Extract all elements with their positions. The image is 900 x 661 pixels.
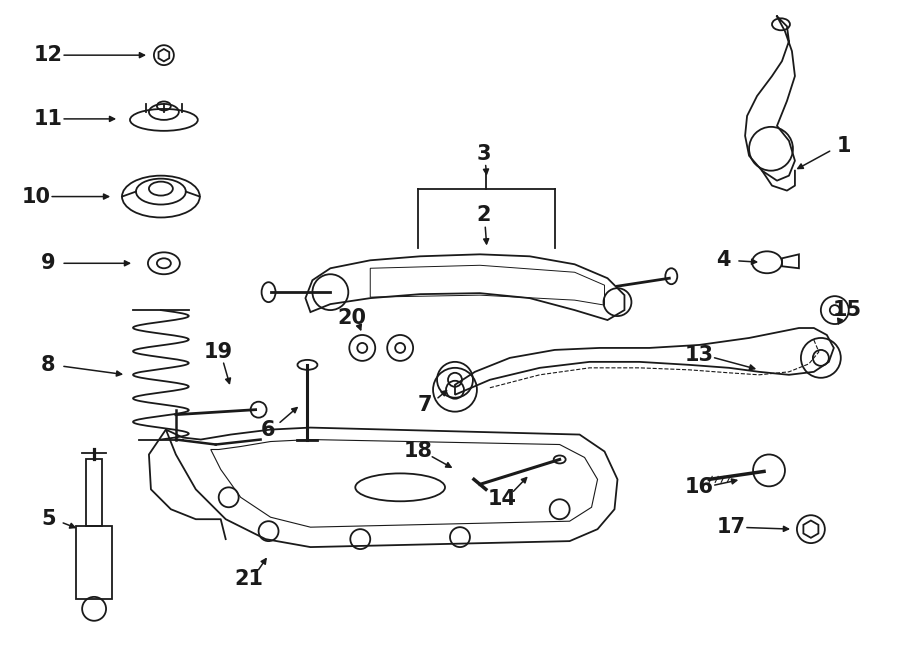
Text: 18: 18: [403, 442, 433, 461]
Text: 8: 8: [41, 355, 56, 375]
Text: 9: 9: [40, 253, 56, 273]
Text: 3: 3: [477, 143, 491, 164]
Text: 2: 2: [477, 206, 491, 225]
Text: 16: 16: [685, 477, 714, 497]
Bar: [76, 525, 112, 599]
Text: 15: 15: [832, 300, 861, 320]
Text: 20: 20: [338, 308, 367, 328]
Text: 6: 6: [260, 420, 274, 440]
Text: 21: 21: [234, 569, 263, 589]
Text: 14: 14: [487, 489, 517, 509]
Text: 5: 5: [40, 509, 56, 529]
Text: 13: 13: [685, 345, 714, 365]
Text: 17: 17: [716, 517, 745, 537]
Text: 11: 11: [33, 109, 63, 129]
Text: 12: 12: [33, 45, 63, 65]
Text: 1: 1: [836, 136, 851, 156]
Text: 19: 19: [204, 342, 233, 362]
Text: 4: 4: [716, 251, 731, 270]
Text: 10: 10: [22, 186, 50, 207]
Text: 7: 7: [418, 395, 432, 414]
Bar: [86, 459, 102, 525]
